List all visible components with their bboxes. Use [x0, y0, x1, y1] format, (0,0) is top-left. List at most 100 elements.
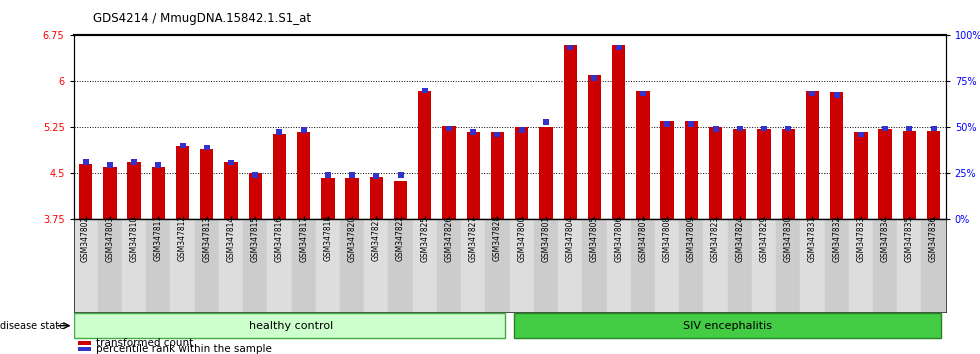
Bar: [373, 173, 379, 179]
Bar: [661, 121, 673, 219]
Bar: [543, 119, 549, 125]
Bar: [462, 219, 485, 312]
Bar: [219, 219, 243, 312]
Bar: [127, 162, 141, 219]
Text: disease state: disease state: [0, 321, 65, 331]
Bar: [539, 127, 553, 219]
Bar: [292, 219, 316, 312]
Bar: [394, 181, 408, 219]
Bar: [882, 126, 888, 131]
Bar: [898, 219, 921, 312]
Bar: [272, 133, 286, 219]
Bar: [388, 219, 413, 312]
Bar: [615, 45, 621, 50]
Bar: [82, 159, 88, 165]
Bar: [567, 45, 573, 50]
Text: healthy control: healthy control: [250, 321, 333, 331]
Bar: [491, 132, 504, 219]
Bar: [640, 91, 646, 96]
Bar: [785, 126, 791, 131]
Bar: [146, 219, 171, 312]
Bar: [688, 121, 694, 127]
Bar: [297, 132, 311, 219]
Bar: [249, 173, 262, 219]
Bar: [418, 91, 431, 219]
Bar: [442, 126, 456, 219]
Bar: [103, 167, 117, 219]
Bar: [824, 219, 849, 312]
Bar: [228, 160, 234, 165]
Bar: [325, 172, 331, 178]
Bar: [340, 219, 365, 312]
Bar: [931, 126, 937, 131]
Bar: [903, 131, 916, 219]
Bar: [243, 219, 268, 312]
Bar: [171, 219, 195, 312]
Bar: [655, 219, 679, 312]
Bar: [873, 219, 898, 312]
Bar: [74, 219, 98, 312]
Bar: [369, 177, 383, 219]
Bar: [636, 91, 650, 219]
Bar: [268, 219, 292, 312]
Bar: [712, 126, 718, 132]
Bar: [534, 219, 558, 312]
Bar: [582, 219, 607, 312]
Bar: [927, 131, 940, 219]
Bar: [830, 92, 844, 219]
Bar: [727, 219, 752, 312]
Bar: [485, 219, 510, 312]
Bar: [564, 45, 577, 219]
Bar: [413, 219, 437, 312]
Bar: [761, 126, 767, 131]
Bar: [155, 162, 162, 168]
Text: transformed count: transformed count: [95, 338, 193, 348]
Bar: [495, 132, 501, 137]
Bar: [558, 219, 582, 312]
Bar: [204, 145, 210, 150]
Bar: [591, 75, 598, 81]
Bar: [316, 219, 340, 312]
Bar: [858, 132, 864, 137]
Bar: [834, 92, 840, 98]
Bar: [855, 132, 867, 219]
Bar: [276, 129, 282, 135]
Bar: [179, 143, 185, 148]
Bar: [252, 172, 258, 178]
Bar: [515, 127, 528, 219]
Bar: [607, 219, 631, 312]
Bar: [398, 172, 404, 178]
Bar: [752, 219, 776, 312]
Bar: [107, 162, 113, 168]
Bar: [466, 132, 480, 219]
Bar: [470, 129, 476, 135]
Bar: [709, 127, 722, 219]
Text: GDS4214 / MmugDNA.15842.1.S1_at: GDS4214 / MmugDNA.15842.1.S1_at: [93, 12, 312, 25]
Bar: [175, 146, 189, 219]
Bar: [79, 164, 92, 219]
Bar: [98, 219, 122, 312]
Bar: [321, 178, 334, 219]
Bar: [631, 219, 655, 312]
Bar: [200, 149, 214, 219]
Bar: [195, 219, 219, 312]
Bar: [437, 219, 462, 312]
Text: percentile rank within the sample: percentile rank within the sample: [95, 344, 271, 354]
Bar: [446, 126, 452, 131]
Bar: [758, 129, 770, 219]
Bar: [588, 75, 601, 219]
Bar: [809, 91, 815, 96]
Bar: [776, 219, 801, 312]
Bar: [122, 219, 146, 312]
Bar: [733, 129, 747, 219]
Bar: [510, 219, 534, 312]
Bar: [685, 121, 698, 219]
Bar: [131, 159, 137, 165]
Bar: [346, 178, 359, 219]
Bar: [152, 167, 165, 219]
Bar: [782, 129, 795, 219]
Bar: [704, 219, 727, 312]
Bar: [801, 219, 824, 312]
Bar: [224, 162, 237, 219]
Bar: [906, 126, 912, 131]
